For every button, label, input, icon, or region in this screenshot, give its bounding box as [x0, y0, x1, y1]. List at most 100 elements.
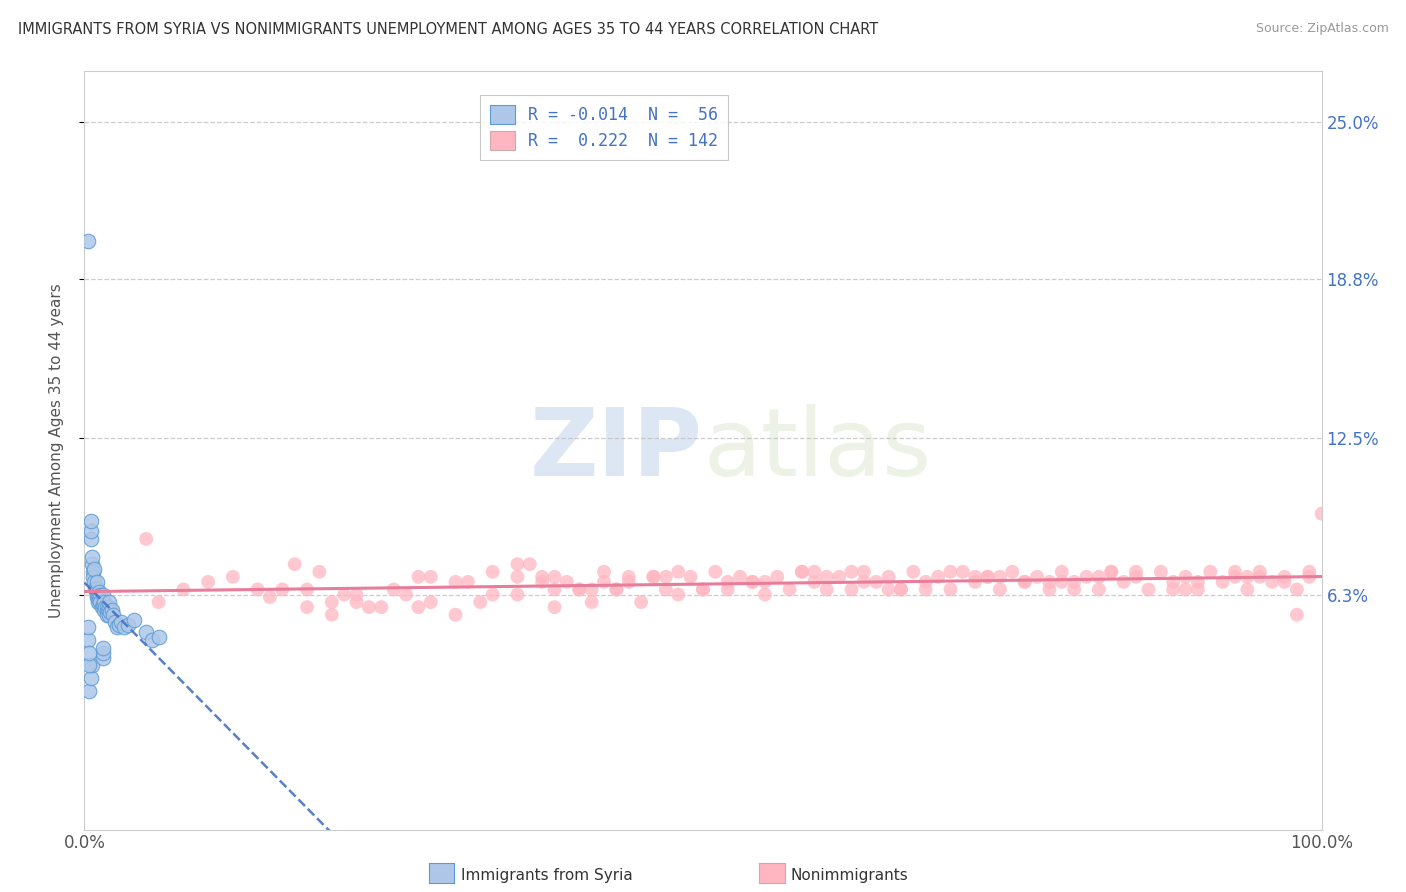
Point [1125, 565, 1147, 579]
Point [408, 570, 430, 584]
Point [543, 570, 565, 584]
Point [630, 595, 652, 609]
Point [141, 633, 163, 648]
Point [1274, 570, 1296, 584]
Point [1261, 574, 1284, 589]
Point [1050, 565, 1073, 579]
Point [259, 590, 281, 604]
Point [803, 565, 825, 579]
Point [89, 592, 111, 607]
Point [1187, 582, 1209, 597]
Point [1161, 582, 1184, 597]
Point [321, 595, 343, 609]
Point [96, 600, 118, 615]
Point [419, 570, 441, 584]
Point [555, 574, 578, 589]
Point [828, 570, 851, 584]
Point [346, 588, 368, 602]
Point [1038, 574, 1060, 589]
Point [717, 574, 740, 589]
Point [1063, 574, 1085, 589]
Point [91, 588, 114, 602]
Point [271, 582, 294, 597]
Point [988, 582, 1011, 597]
Point [568, 582, 591, 597]
Point [877, 570, 900, 584]
Point [643, 570, 665, 584]
Point [79, 524, 101, 539]
Point [1088, 570, 1111, 584]
Point [91, 640, 114, 655]
Point [82, 565, 104, 579]
Point [543, 600, 565, 615]
Text: Source: ZipAtlas.com: Source: ZipAtlas.com [1256, 22, 1389, 36]
Point [1014, 574, 1036, 589]
Y-axis label: Unemployment Among Ages 35 to 44 years: Unemployment Among Ages 35 to 44 years [49, 283, 63, 618]
Point [117, 617, 139, 632]
Point [87, 588, 110, 602]
Point [841, 582, 863, 597]
Point [96, 607, 118, 622]
Point [1088, 582, 1111, 597]
Point [98, 605, 121, 619]
Point [86, 582, 108, 597]
Point [1249, 570, 1271, 584]
Point [357, 600, 380, 615]
Point [101, 607, 124, 622]
Point [222, 570, 245, 584]
Text: IMMIGRANTS FROM SYRIA VS NONIMMIGRANTS UNEMPLOYMENT AMONG AGES 35 TO 44 YEARS CO: IMMIGRANTS FROM SYRIA VS NONIMMIGRANTS U… [18, 22, 879, 37]
Point [80, 658, 103, 673]
Point [939, 565, 962, 579]
Point [91, 650, 114, 665]
Point [927, 570, 949, 584]
Point [877, 582, 900, 597]
Point [104, 615, 127, 630]
Point [568, 582, 591, 597]
Point [666, 565, 689, 579]
Point [77, 633, 100, 648]
Point [1249, 565, 1271, 579]
Point [803, 574, 825, 589]
Point [346, 595, 368, 609]
Text: Immigrants from Syria: Immigrants from Syria [461, 868, 633, 882]
Point [1038, 582, 1060, 597]
Point [112, 620, 135, 634]
Point [741, 574, 763, 589]
Point [197, 574, 219, 589]
Point [704, 565, 727, 579]
Point [1223, 570, 1246, 584]
Point [790, 565, 813, 579]
Point [1063, 582, 1085, 597]
Point [593, 565, 616, 579]
Point [110, 615, 132, 630]
Point [135, 625, 157, 640]
Point [79, 658, 101, 673]
Point [395, 588, 418, 602]
Point [94, 600, 117, 615]
Point [1223, 565, 1246, 579]
Point [1099, 565, 1122, 579]
Point [531, 574, 554, 589]
Point [295, 600, 318, 615]
Point [87, 595, 110, 609]
Point [79, 646, 101, 660]
Point [914, 574, 936, 589]
Point [79, 532, 101, 546]
Point [1076, 570, 1098, 584]
Point [444, 607, 467, 622]
Point [655, 582, 678, 597]
Point [841, 565, 863, 579]
Point [83, 562, 105, 576]
Point [1112, 574, 1135, 589]
Point [965, 574, 987, 589]
Point [976, 570, 998, 584]
Point [1298, 570, 1320, 584]
Point [90, 600, 112, 615]
Point [1150, 565, 1173, 579]
Point [976, 570, 998, 584]
Point [741, 574, 763, 589]
Point [321, 607, 343, 622]
Point [89, 588, 111, 602]
Point [852, 574, 875, 589]
Point [1014, 574, 1036, 589]
